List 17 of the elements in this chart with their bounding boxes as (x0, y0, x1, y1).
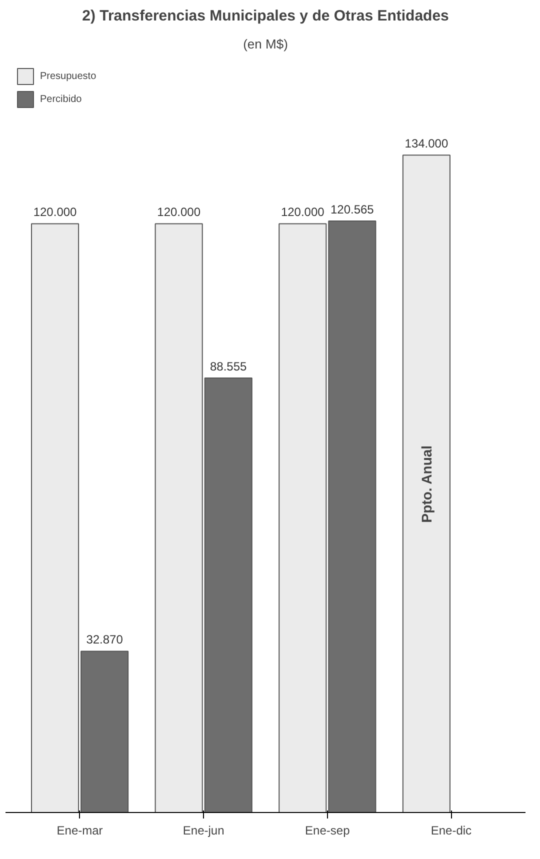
x-tick-label: Ene-mar (56, 824, 103, 838)
chart-title: 2) Transferencias Municipales y de Otras Entidades (82, 8, 449, 24)
x-tick-label: Ene-dic (430, 824, 472, 838)
data-label: 120.000 (157, 205, 201, 220)
x-tick-label: Ene-jun (182, 824, 224, 838)
x-tick-label: Ene-sep (305, 824, 350, 838)
annotation: Ppto. Anual (418, 445, 434, 523)
chart-subtitle: (en M$) (243, 36, 288, 52)
legend-label: Presupuesto (40, 70, 96, 82)
data-label: 120.000 (280, 205, 325, 220)
data-label: 88.555 (210, 360, 248, 374)
legend-label: Percibido (40, 94, 82, 104)
data-label: 134.000 (404, 136, 448, 151)
bar (402, 154, 450, 812)
data-label: 120.565 (330, 202, 374, 216)
data-label: 32.870 (86, 632, 124, 647)
data-label: 120.000 (33, 205, 78, 220)
